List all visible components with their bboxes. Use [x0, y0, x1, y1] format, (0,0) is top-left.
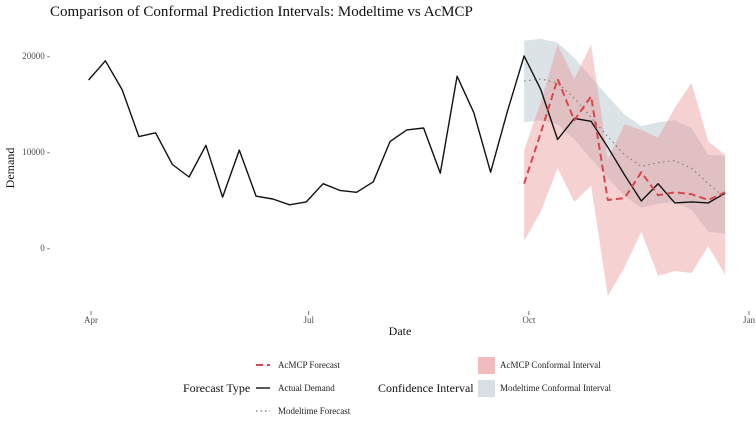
y-tick-label: 0 - — [40, 243, 50, 253]
x-axis: Apr Jul Oct Jan — [84, 311, 755, 325]
legend-key — [478, 380, 495, 397]
legend-item: Modeltime Forecast — [256, 406, 351, 416]
modeltime-forecast-line — [524, 78, 726, 199]
modeltime-interval-band — [524, 38, 726, 234]
legend-label: AcMCP Conformal Interval — [500, 360, 601, 370]
y-tick-label: 20000 - — [22, 51, 50, 61]
x-tick-label: Jan — [743, 315, 755, 325]
legend-confidence-interval: Confidence Interval AcMCP Conformal Inter… — [378, 357, 611, 397]
acmcp-interval-band — [524, 44, 726, 296]
x-tick-label: Oct — [522, 315, 535, 325]
legend-item: Modeltime Conformal Interval — [478, 380, 611, 397]
y-axis-title: Demand — [3, 148, 17, 189]
y-tick-label: 10000 - — [22, 147, 50, 157]
y-axis: 0 - 10000 - 20000 - — [22, 51, 50, 253]
x-axis-title: Date — [389, 324, 412, 338]
legend-key — [478, 357, 495, 374]
acmcp-forecast-line — [523, 78, 726, 201]
actual-demand-line — [88, 55, 726, 206]
legend-label: Modeltime Conformal Interval — [500, 383, 611, 393]
legend-item: AcMCP Conformal Interval — [478, 357, 601, 374]
legend-forecast-type: Forecast Type AcMCP Forecast Actual Demand… — [183, 360, 351, 416]
legend-title: Confidence Interval — [378, 381, 474, 395]
x-tick-label: Apr — [84, 315, 98, 325]
legend-label: AcMCP Forecast — [278, 360, 340, 370]
legend-item: Actual Demand — [256, 383, 335, 393]
x-tick-label: Jul — [303, 315, 314, 325]
legend-label: Actual Demand — [278, 383, 335, 393]
plot-area — [88, 38, 726, 296]
chart-title: Comparison of Conformal Prediction Inter… — [50, 4, 473, 20]
legend-title: Forecast Type — [183, 381, 250, 395]
legend-item: AcMCP Forecast — [256, 360, 340, 370]
legend-label: Modeltime Forecast — [278, 406, 351, 416]
